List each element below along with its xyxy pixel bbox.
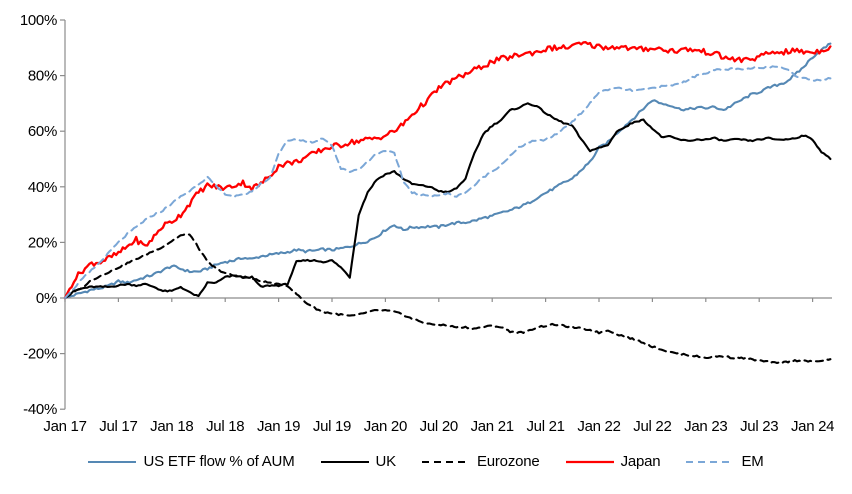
x-axis-label: Jul 23 [740, 418, 778, 435]
legend-line-sample [686, 460, 735, 463]
series-line-eurozone [63, 233, 832, 365]
x-axis-label: Jul 20 [420, 418, 458, 435]
legend-label: UK [375, 453, 397, 470]
x-axis-label: Jul 19 [313, 418, 351, 435]
x-axis-label: Jul 18 [206, 418, 244, 435]
legend-item-em: EM [686, 453, 764, 470]
x-axis-label: Jan 21 [471, 418, 514, 435]
legend-item-eurozone: Eurozone [421, 453, 540, 470]
y-axis-label: 40% [28, 179, 57, 196]
y-axis-label: 20% [28, 234, 57, 251]
series-line-us-etf-flow-of-aum [63, 42, 832, 300]
y-axis-label: -40% [23, 401, 57, 418]
x-axis-label: Jan 22 [577, 418, 620, 435]
x-axis-label: Jul 22 [633, 418, 671, 435]
x-axis-label: Jan 20 [364, 418, 407, 435]
legend-line-sample [88, 460, 137, 463]
legend-item-us-etf-flow-of-aum: US ETF flow % of AUM [88, 453, 295, 470]
chart-legend: US ETF flow % of AUM UK Eurozone Japan EM [0, 453, 852, 470]
y-axis-label: 80% [28, 68, 57, 85]
x-axis-label: Jan 24 [791, 418, 834, 435]
legend-line-sample [421, 460, 470, 463]
legend-line-sample [320, 460, 369, 463]
legend-line-sample [565, 460, 614, 463]
x-axis-label: Jan 23 [684, 418, 727, 435]
x-axis-label: Jan 17 [43, 418, 86, 435]
legend-label: Japan [620, 453, 661, 470]
series-line-em [64, 65, 832, 299]
y-axis-label: -20% [23, 346, 57, 363]
legend-label: US ETF flow % of AUM [143, 453, 295, 470]
x-axis-label: Jul 21 [526, 418, 564, 435]
x-axis-label: Jan 18 [150, 418, 193, 435]
series-line-japan [63, 41, 832, 300]
y-axis-label: 0% [36, 290, 57, 307]
y-axis-label: 100% [20, 12, 57, 29]
legend-item-uk: UK [320, 453, 397, 470]
x-axis-label: Jan 19 [257, 418, 300, 435]
series-line-uk [63, 102, 832, 300]
legend-label: EM [741, 453, 764, 470]
legend-label: Eurozone [476, 453, 540, 470]
x-axis-label: Jul 17 [99, 418, 137, 435]
y-axis-label: 60% [28, 123, 57, 140]
legend-item-japan: Japan [565, 453, 661, 470]
